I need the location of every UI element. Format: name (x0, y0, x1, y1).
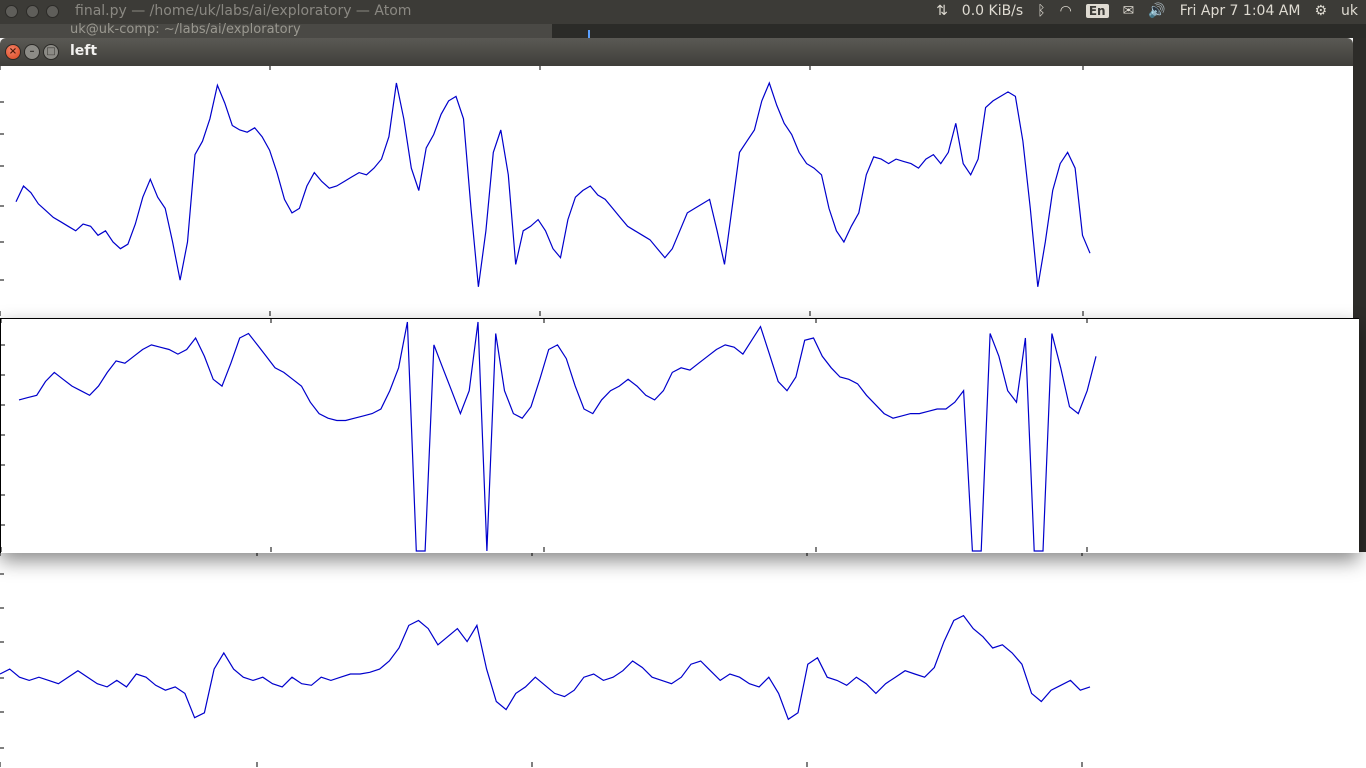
series-line-2 (18, 321, 1097, 552)
background-window-strip: uk@uk-comp: ~/labs/ai/exploratory (0, 22, 1366, 38)
wifi-icon[interactable]: ◠ (1059, 3, 1072, 19)
mail-icon[interactable]: ✉ (1122, 3, 1135, 19)
background-terminal-title: uk@uk-comp: ~/labs/ai/exploratory (70, 22, 301, 37)
series-line-1 (15, 81, 1091, 287)
user-name[interactable]: uk (1341, 3, 1358, 19)
clock[interactable]: Fri Apr 7 1:04 AM (1179, 3, 1301, 19)
bluetooth-icon[interactable]: ᛒ (1037, 3, 1046, 19)
updown-arrows-icon[interactable]: ⇅ (936, 3, 948, 19)
line-chart-3 (0, 552, 1091, 767)
line-chart-1 (0, 66, 1091, 316)
ghost-close-icon[interactable] (5, 5, 18, 18)
plot-panel-1 (0, 66, 1353, 318)
maximize-icon: □ (46, 46, 56, 57)
line-chart-2 (1, 319, 1097, 552)
minimize-icon: – (29, 46, 35, 57)
minimize-button[interactable]: – (24, 44, 40, 60)
gear-icon[interactable]: ⚙ (1314, 3, 1328, 19)
close-icon: × (8, 46, 18, 57)
system-top-bar: final.py — /home/uk/labs/ai/exploratory … (0, 0, 1366, 24)
network-speed[interactable]: 0.0 KiB/s (961, 3, 1024, 19)
plot-panel-3 (0, 552, 1366, 768)
system-tray: ⇅ 0.0 KiB/s ᛒ ◠ En ✉ 🔊 Fri Apr 7 1:04 AM… (936, 3, 1358, 19)
active-window-title: final.py — /home/uk/labs/ai/exploratory … (75, 3, 412, 19)
background-accent (588, 30, 590, 38)
volume-icon[interactable]: 🔊 (1148, 3, 1166, 19)
window-title: left (70, 43, 98, 59)
ghost-minimize-icon[interactable] (26, 5, 39, 18)
ghost-maximize-icon[interactable] (46, 5, 59, 18)
plot-panel-2 (0, 318, 1359, 553)
keyboard-layout-indicator[interactable]: En (1085, 4, 1109, 18)
window-title-bar[interactable]: × – □ left (0, 38, 1353, 66)
series-line-3 (0, 614, 1091, 721)
background-terminal-pane: uk@uk-comp: ~/labs/ai/exploratory (0, 22, 552, 38)
maximize-button[interactable]: □ (43, 44, 59, 60)
close-button[interactable]: × (5, 44, 21, 60)
